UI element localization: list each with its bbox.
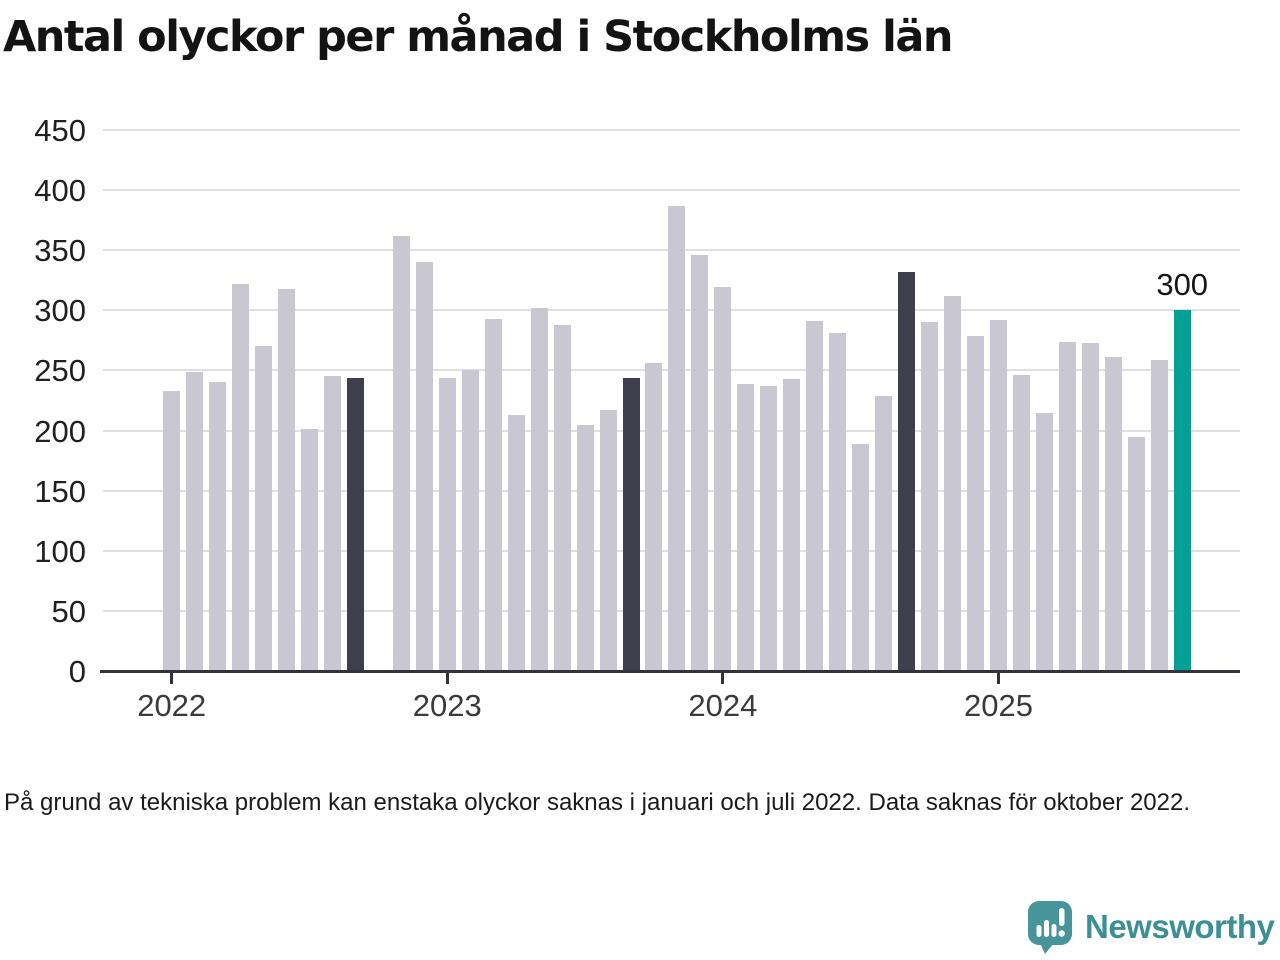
bar-2023-05 xyxy=(530,307,548,671)
newsworthy-speech-bubble-bar-chart-icon xyxy=(1027,899,1074,954)
y-tick-label: 350 xyxy=(34,233,86,269)
bar-2025-06 xyxy=(1104,357,1122,671)
chart-title: Antal olyckor per månad i Stockholms län xyxy=(3,12,953,62)
bar-2023-06 xyxy=(553,324,571,671)
bar-value-label: 300 xyxy=(1156,267,1209,303)
y-tick-label: 50 xyxy=(51,593,86,629)
bar-2023-11 xyxy=(668,205,686,671)
bar-2023-07 xyxy=(576,424,594,671)
bar-2024-06 xyxy=(829,333,847,671)
bar-2024-05 xyxy=(806,321,824,671)
x-tick-2024 xyxy=(721,673,725,684)
bar-2022-06 xyxy=(278,288,296,671)
y-tick-label: 250 xyxy=(34,353,86,389)
bar-2025-02 xyxy=(1012,375,1030,671)
bar-2022-04 xyxy=(232,283,250,671)
gridline-400 xyxy=(103,189,1240,192)
bar-2023-02 xyxy=(461,370,479,671)
bar-2022-02 xyxy=(186,371,204,671)
x-tick-2022 xyxy=(170,673,174,684)
bar-2025-04 xyxy=(1058,341,1076,671)
bar-2024-12 xyxy=(967,335,984,671)
x-tick-label-2022: 2022 xyxy=(137,688,207,723)
x-tick-label-2024: 2024 xyxy=(688,688,758,723)
bar-2023-10 xyxy=(645,363,663,671)
bar-2022-05 xyxy=(255,346,273,671)
chart-footnote: På grund av tekniska problem kan enstaka… xyxy=(4,789,1191,816)
bar-2022-03 xyxy=(209,382,227,671)
bar-2022-01 xyxy=(163,390,181,671)
bar-2024-11 xyxy=(944,295,962,671)
bar-2022-11 xyxy=(392,235,410,671)
x-tick-label-2025: 2025 xyxy=(963,688,1033,723)
bar-2023-04 xyxy=(507,414,525,671)
gridline-450 xyxy=(103,129,1240,131)
bar-2022-12 xyxy=(415,262,433,671)
x-tick-label-2023: 2023 xyxy=(412,688,482,723)
y-tick-label: 100 xyxy=(34,533,86,569)
bar-2023-03 xyxy=(484,318,502,671)
bar-2025-03 xyxy=(1035,412,1053,671)
bar-2022-09 xyxy=(346,377,364,671)
x-axis-line xyxy=(100,670,1240,673)
newsworthy-logo: Newsworthy xyxy=(1027,899,1275,954)
bar-2023-01 xyxy=(438,377,456,671)
bar-2025-09 xyxy=(1173,310,1191,671)
bar-2023-08 xyxy=(599,410,617,671)
bar-2025-07 xyxy=(1127,436,1145,671)
newsworthy-logo-text: Newsworthy xyxy=(1085,907,1275,945)
bar-2024-07 xyxy=(852,443,870,671)
bar-2024-02 xyxy=(737,383,755,671)
bar-2023-09 xyxy=(622,377,640,671)
bar-2025-05 xyxy=(1081,342,1099,671)
bar-2022-08 xyxy=(323,376,341,671)
y-tick-label: 150 xyxy=(34,473,86,509)
bar-2024-03 xyxy=(760,386,778,671)
bar-2024-01 xyxy=(714,287,732,671)
y-tick-label: 0 xyxy=(68,654,86,689)
x-tick-2025 xyxy=(996,673,1000,684)
bar-2024-10 xyxy=(921,322,939,671)
y-tick-label: 400 xyxy=(34,173,86,209)
x-tick-2023 xyxy=(445,673,449,684)
bar-2022-07 xyxy=(300,429,318,671)
chart-canvas: 0 50 100 150 200 250 300 350 400 450 2022 2023 2024 2… xyxy=(34,113,1240,723)
bar-2024-08 xyxy=(875,395,893,671)
bar-2025-08 xyxy=(1150,359,1168,671)
bar-2025-01 xyxy=(989,319,1007,671)
bar-2024-09 xyxy=(898,271,916,671)
y-tick-label: 200 xyxy=(34,413,86,449)
y-tick-label: 300 xyxy=(34,293,86,329)
bar-2023-12 xyxy=(691,255,709,671)
y-tick-label: 450 xyxy=(34,113,86,148)
bar-2024-04 xyxy=(783,378,801,671)
